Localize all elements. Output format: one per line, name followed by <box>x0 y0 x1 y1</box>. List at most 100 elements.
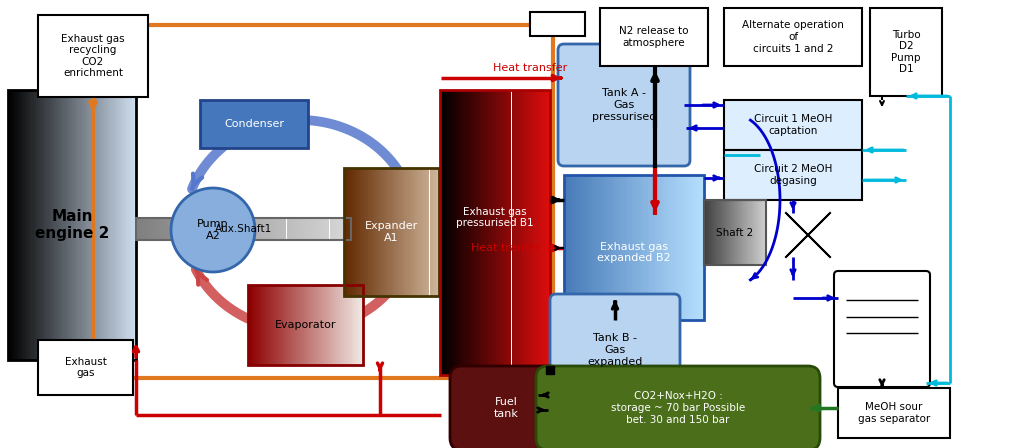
Bar <box>445 90 447 375</box>
Bar <box>462 90 464 375</box>
Bar <box>345 168 347 296</box>
Bar <box>70 90 72 360</box>
Bar <box>734 200 735 265</box>
Text: N2 release to
atmosphere: N2 release to atmosphere <box>620 26 689 48</box>
Bar <box>652 175 655 320</box>
Bar <box>358 168 359 296</box>
Bar <box>50 90 53 360</box>
Text: Exhaust
gas: Exhaust gas <box>65 357 106 378</box>
Bar <box>575 175 578 320</box>
Bar <box>545 90 547 375</box>
Bar <box>136 218 139 240</box>
Bar <box>742 200 743 265</box>
Bar <box>503 90 504 375</box>
Bar <box>762 200 763 265</box>
Bar <box>450 90 451 375</box>
Bar <box>254 218 258 240</box>
Bar <box>368 168 370 296</box>
Bar <box>252 285 254 365</box>
FancyBboxPatch shape <box>834 271 930 387</box>
Bar <box>627 175 630 320</box>
Bar <box>274 285 276 365</box>
Bar <box>95 90 97 360</box>
Bar <box>588 175 590 320</box>
Bar <box>359 168 361 296</box>
Bar <box>401 168 402 296</box>
Bar <box>617 175 620 320</box>
Bar <box>20 90 23 360</box>
Bar <box>113 90 115 360</box>
Bar <box>473 90 475 375</box>
Text: Evaporator: Evaporator <box>274 320 336 330</box>
Bar <box>478 90 480 375</box>
Bar <box>632 175 634 320</box>
Bar <box>182 218 186 240</box>
Bar <box>759 200 760 265</box>
Bar <box>280 218 283 240</box>
Bar <box>338 285 340 365</box>
Bar <box>417 168 419 296</box>
Bar <box>433 168 434 296</box>
Bar <box>18 90 20 360</box>
Bar <box>381 168 382 296</box>
Bar <box>248 285 250 365</box>
Bar <box>263 285 265 365</box>
Bar <box>168 218 172 240</box>
Bar <box>755 200 756 265</box>
Bar <box>179 218 182 240</box>
Bar <box>161 218 165 240</box>
Bar <box>287 285 288 365</box>
Bar <box>36 90 38 360</box>
Bar <box>81 90 83 360</box>
Bar <box>428 168 429 296</box>
Bar <box>127 90 130 360</box>
Bar <box>735 200 736 265</box>
Bar <box>613 175 615 320</box>
Bar <box>385 168 387 296</box>
Bar <box>151 218 154 240</box>
Bar <box>641 175 643 320</box>
Bar <box>431 168 433 296</box>
Bar <box>123 90 125 360</box>
Bar <box>636 175 639 320</box>
Bar <box>361 285 362 365</box>
Bar <box>583 175 585 320</box>
Bar <box>738 200 739 265</box>
Bar <box>376 168 377 296</box>
Bar <box>398 168 399 296</box>
Bar <box>497 90 499 375</box>
Bar <box>681 175 683 320</box>
Bar <box>189 218 194 240</box>
Bar <box>218 218 222 240</box>
Bar <box>10 90 12 360</box>
Bar <box>298 285 300 365</box>
Bar <box>724 100 862 150</box>
Bar <box>678 175 681 320</box>
Bar <box>271 285 273 365</box>
Bar <box>342 285 344 365</box>
Bar <box>464 90 466 375</box>
Bar <box>99 90 101 360</box>
Bar <box>240 218 244 240</box>
Bar <box>225 218 229 240</box>
Bar <box>74 90 76 360</box>
Bar <box>379 168 381 296</box>
Bar <box>726 200 727 265</box>
Bar <box>715 200 716 265</box>
Bar <box>543 90 545 375</box>
Text: Exhaust gas
pressurised B1: Exhaust gas pressurised B1 <box>456 207 534 228</box>
Bar <box>256 285 258 365</box>
Bar <box>130 90 132 360</box>
Bar <box>301 218 304 240</box>
Bar <box>440 90 441 375</box>
Bar <box>659 175 662 320</box>
Bar <box>568 175 571 320</box>
Bar <box>340 285 342 365</box>
Bar <box>308 218 311 240</box>
Bar <box>599 175 601 320</box>
Bar <box>356 168 358 296</box>
Bar <box>323 218 326 240</box>
Bar <box>59 90 61 360</box>
Bar <box>411 168 412 296</box>
Bar <box>751 200 752 265</box>
